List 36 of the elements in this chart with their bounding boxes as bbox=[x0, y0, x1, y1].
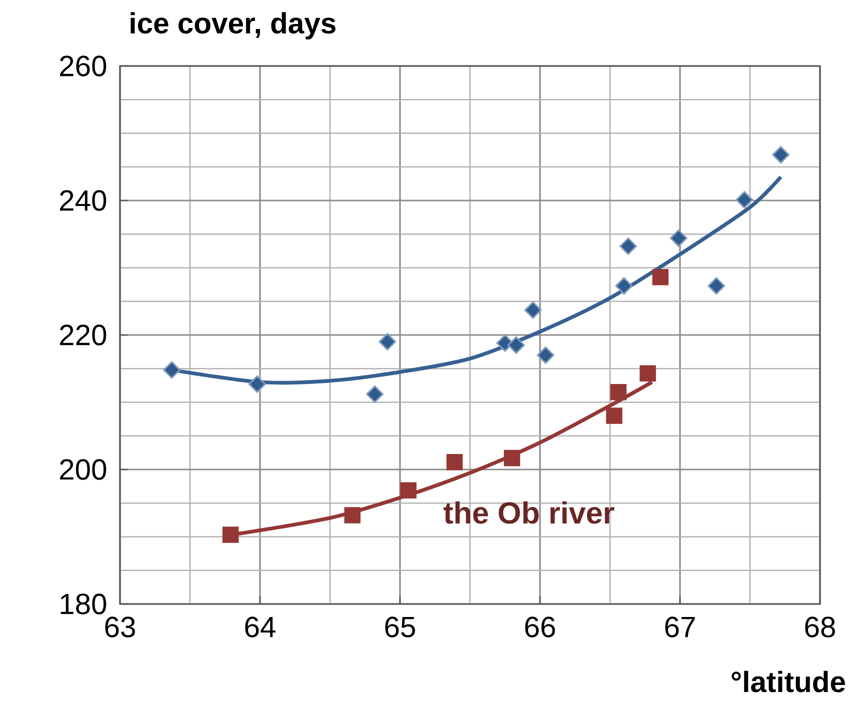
point bbox=[446, 454, 463, 470]
y-tick-label: 220 bbox=[60, 324, 106, 346]
x-tick-label: 68 bbox=[805, 616, 835, 638]
x-tick-label: 67 bbox=[665, 616, 695, 638]
point bbox=[344, 507, 361, 524]
y-tick-label: 260 bbox=[60, 56, 106, 76]
point bbox=[536, 346, 554, 364]
y-tick-label: 240 bbox=[60, 190, 106, 211]
point bbox=[772, 146, 790, 164]
x-tick-label: 66 bbox=[525, 616, 555, 638]
y-tick-label: 200 bbox=[60, 459, 106, 480]
point bbox=[507, 336, 525, 354]
point bbox=[366, 385, 384, 403]
point bbox=[606, 408, 622, 424]
y-axis-title: ice cover, days bbox=[130, 12, 336, 40]
point bbox=[615, 277, 633, 295]
point bbox=[610, 384, 627, 400]
point bbox=[524, 301, 542, 319]
point bbox=[163, 361, 181, 379]
point bbox=[736, 191, 754, 209]
point bbox=[708, 277, 726, 295]
point bbox=[504, 450, 520, 466]
point bbox=[652, 269, 669, 286]
x-axis-title: °latitude bbox=[732, 670, 845, 692]
x-tick-label: 63 bbox=[105, 616, 135, 638]
point bbox=[222, 526, 239, 543]
point bbox=[640, 365, 656, 382]
x-tick-label: 64 bbox=[245, 616, 276, 638]
point bbox=[619, 238, 637, 255]
point bbox=[400, 482, 417, 498]
x-tick-label: 65 bbox=[385, 616, 416, 638]
point bbox=[248, 375, 266, 393]
series-label: the Ob river bbox=[444, 501, 614, 524]
point bbox=[378, 333, 396, 350]
y-tick-label: 180 bbox=[60, 594, 106, 614]
point bbox=[670, 229, 688, 247]
